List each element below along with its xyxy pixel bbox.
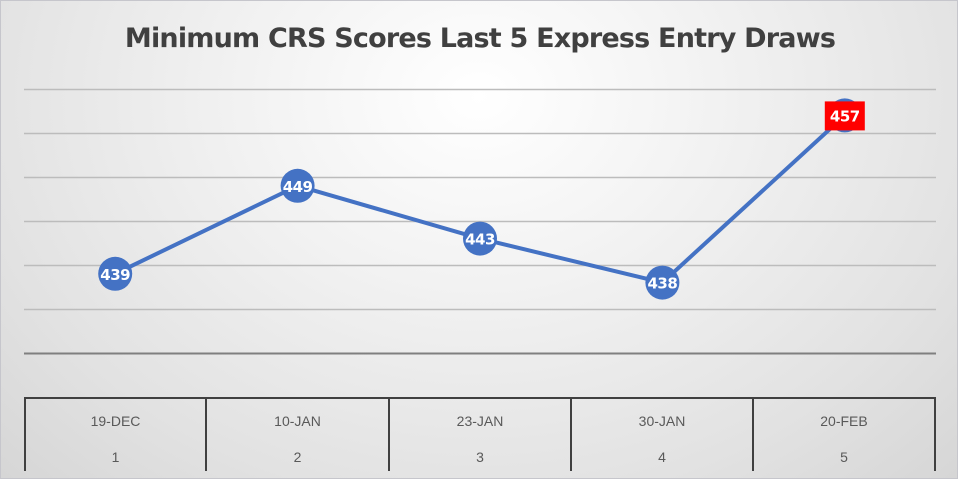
category-index: 3 — [476, 449, 484, 465]
category-cell: 19-DEC 1 — [25, 397, 206, 471]
category-index: 4 — [658, 449, 666, 465]
chart-title: Minimum CRS Scores Last 5 Express Entry … — [124, 23, 836, 54]
axis-table-lines — [24, 397, 936, 471]
category-label: 30-JAN — [638, 413, 686, 429]
data-point-marker — [463, 221, 497, 256]
gridlines — [24, 88, 936, 355]
series-line — [114, 113, 847, 285]
category-cell: 10-JAN 2 — [206, 397, 389, 471]
category-cell: 20-FEB 5 — [753, 397, 935, 471]
category-label: 19-DEC — [90, 413, 141, 429]
category-cell: 23-JAN 3 — [389, 397, 571, 471]
category-label: 23-JAN — [456, 413, 504, 429]
data-point-marker — [98, 256, 133, 291]
data-point-marker — [280, 168, 315, 203]
data-label: 438 — [647, 275, 677, 293]
data-label: 443 — [465, 231, 495, 249]
category-index: 1 — [111, 449, 120, 465]
data-label: 457 — [830, 107, 860, 125]
category-label: 10-JAN — [274, 413, 321, 429]
category-cell: 30-JAN 4 — [571, 397, 753, 471]
data-markers: 439 449 443 438 457 — [98, 98, 865, 300]
category-index: 2 — [293, 449, 302, 465]
highlight-label-box — [824, 101, 865, 131]
data-label: 449 — [283, 178, 313, 196]
category-index: 5 — [840, 449, 848, 465]
category-label: 20-FEB — [820, 413, 868, 429]
category-axis: 19-DEC 1 10-JAN 2 23-JAN 3 30-JAN 4 20-F… — [24, 397, 936, 471]
data-point-marker — [645, 265, 680, 300]
data-label: 439 — [100, 266, 130, 284]
